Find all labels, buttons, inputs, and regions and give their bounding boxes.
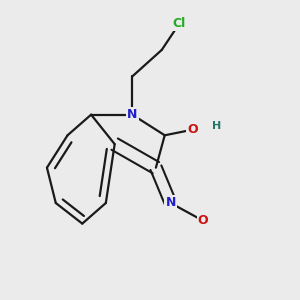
Text: H: H [212, 122, 221, 131]
Text: N: N [165, 196, 176, 209]
Text: Cl: Cl [173, 17, 186, 30]
Text: O: O [198, 214, 208, 227]
Text: O: O [188, 123, 198, 136]
Text: N: N [127, 108, 137, 121]
